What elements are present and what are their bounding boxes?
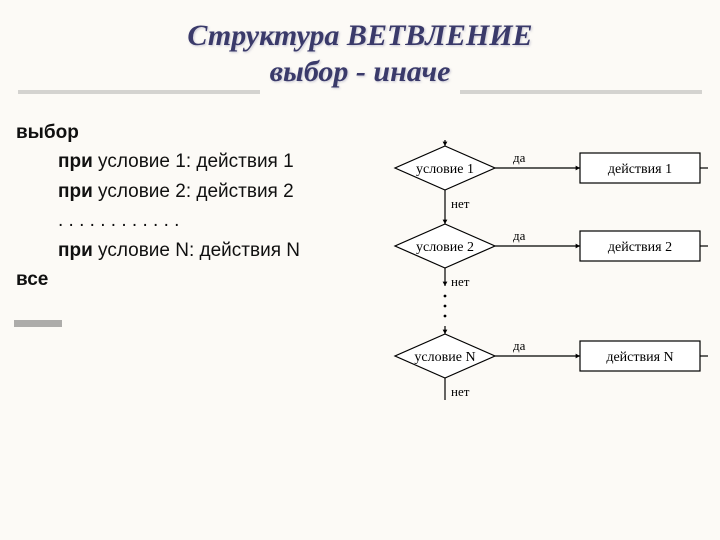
pseudo-open: выбор xyxy=(16,118,300,147)
pseudo-line-ellipsis: . . . . . . . . . . . . xyxy=(16,206,300,235)
svg-text:нет: нет xyxy=(451,384,470,399)
title-line-1: Структура ВЕТВЛЕНИЕ xyxy=(0,18,720,54)
svg-text:нет: нет xyxy=(451,196,470,211)
pseudo-close: все xyxy=(16,265,300,294)
title-block: Структура ВЕТВЛЕНИЕ выбор - иначе xyxy=(0,0,720,90)
title-underline-right xyxy=(460,90,702,94)
title-line-2: выбор - иначе xyxy=(0,54,720,90)
svg-text:да: да xyxy=(513,228,526,243)
svg-text:условие 2: условие 2 xyxy=(416,240,474,255)
svg-text:условие 1: условие 1 xyxy=(416,162,474,177)
flowchart: условие 1 действия 1 да нет условие 2 действи… xyxy=(365,128,710,478)
svg-text:действия N: действия N xyxy=(606,350,673,365)
pseudo-line-2: при условие 2: действия 2 xyxy=(16,177,300,206)
svg-text:да: да xyxy=(513,338,526,353)
svg-text:да: да xyxy=(513,150,526,165)
svg-text:условие N: условие N xyxy=(414,350,475,365)
title-underline-left xyxy=(18,90,260,94)
pseudo-line-1: при условие 1: действия 1 xyxy=(16,147,300,176)
svg-text:нет: нет xyxy=(451,274,470,289)
corner-accent xyxy=(14,320,62,327)
svg-text:действия 1: действия 1 xyxy=(608,162,672,177)
svg-text:действия 2: действия 2 xyxy=(608,240,672,255)
pseudo-line-n: при условие N: действия N xyxy=(16,236,300,265)
pseudocode-block: выбор при условие 1: действия 1 при усло… xyxy=(16,118,300,295)
